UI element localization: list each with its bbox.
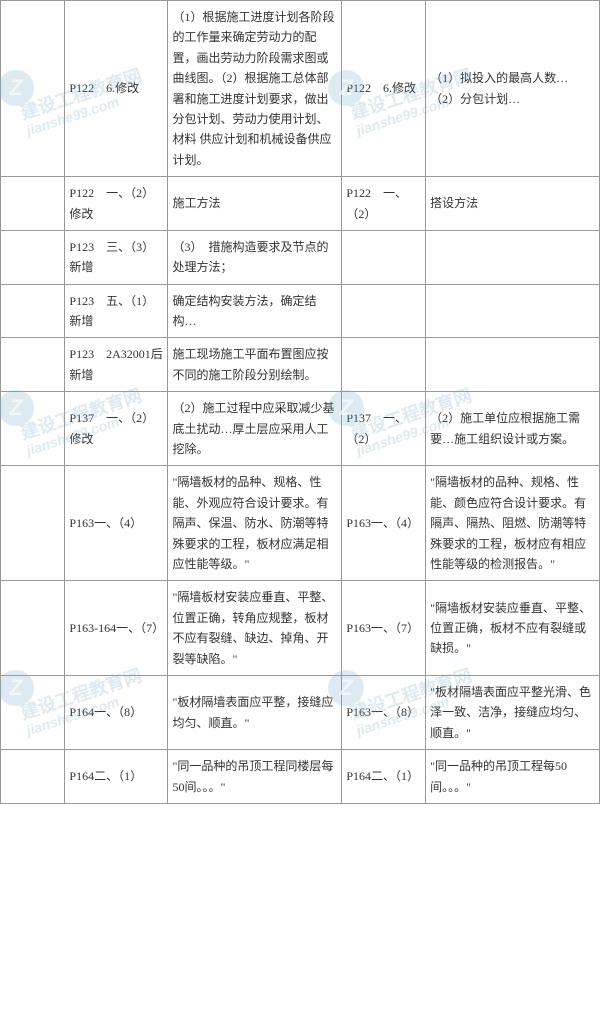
table-cell: "板材隔墙表面应平整光滑、色泽一致、洁净，接缝应均匀、顺直。" bbox=[426, 675, 600, 749]
table-cell: P122 6.修改 bbox=[342, 1, 426, 177]
table-cell: 施工现场施工平面布置图应按不同的施工阶段分别绘制。 bbox=[168, 338, 342, 392]
table-cell bbox=[426, 230, 600, 284]
table-cell: P123 2A32001后新增 bbox=[65, 338, 168, 392]
table-cell: P137 一、（2） bbox=[342, 392, 426, 466]
table-row: P123 2A32001后新增施工现场施工平面布置图应按不同的施工阶段分别绘制。 bbox=[1, 338, 600, 392]
table-row: P123 五、（1）新增确定结构安装方法，确定结构… bbox=[1, 284, 600, 338]
table-row: P163-164一、（7）"隔墙板材安装应垂直、平整、位置正确，转角应规整，板材… bbox=[1, 581, 600, 676]
table-cell bbox=[1, 392, 65, 466]
table-row: P123 三、（3）新增（3） 措施构造要求及节点的处理方法； bbox=[1, 230, 600, 284]
table-cell bbox=[1, 177, 65, 231]
table-row: P164二、（1）"同一品种的吊顶工程同楼层每50间。。。"P164二、（1）"… bbox=[1, 750, 600, 804]
table-cell: P123 三、（3）新增 bbox=[65, 230, 168, 284]
table-cell bbox=[1, 1, 65, 177]
table-cell: （1）根据施工进度计划各阶段的工作量来确定劳动力的配置，画出劳动力阶段需求图或曲… bbox=[168, 1, 342, 177]
table-cell: P163一、（8） bbox=[342, 675, 426, 749]
table-cell: "同一品种的吊顶工程每50间。。。" bbox=[426, 750, 600, 804]
table-cell bbox=[342, 284, 426, 338]
table-cell: 确定结构安装方法，确定结构… bbox=[168, 284, 342, 338]
table-cell: P122 6.修改 bbox=[65, 1, 168, 177]
table-cell: "隔墙板材的品种、规格、性能、颜色应符合设计要求。有隔声、隔热、阻燃、防潮等特殊… bbox=[426, 466, 600, 581]
table-cell bbox=[426, 338, 600, 392]
table-cell: P163一、（4） bbox=[65, 466, 168, 581]
table-cell: "隔墙板材安装应垂直、平整、位置正确，转角应规整，板材不应有裂缝、缺边、掉角、开… bbox=[168, 581, 342, 676]
table-row: P137 一、（2）修改（2）施工过程中应采取减少基底土扰动…厚土层应采用人工挖… bbox=[1, 392, 600, 466]
table-cell: 搭设方法 bbox=[426, 177, 600, 231]
table-cell bbox=[1, 581, 65, 676]
comparison-table: P122 6.修改（1）根据施工进度计划各阶段的工作量来确定劳动力的配置，画出劳… bbox=[0, 0, 600, 804]
table-row: P122 6.修改（1）根据施工进度计划各阶段的工作量来确定劳动力的配置，画出劳… bbox=[1, 1, 600, 177]
table-cell: "隔墙板材安装应垂直、平整、位置正确，板材不应有裂缝或缺损。" bbox=[426, 581, 600, 676]
table-cell: P163一、（7） bbox=[342, 581, 426, 676]
table-row: P122 一、（2）修改施工方法P122 一、（2）搭设方法 bbox=[1, 177, 600, 231]
table-cell: "同一品种的吊顶工程同楼层每50间。。。" bbox=[168, 750, 342, 804]
table-cell: "板材隔墙表面应平整，接缝应均匀、顺直。" bbox=[168, 675, 342, 749]
table-cell bbox=[342, 338, 426, 392]
table-cell bbox=[1, 284, 65, 338]
table-cell bbox=[1, 230, 65, 284]
table-cell: （3） 措施构造要求及节点的处理方法； bbox=[168, 230, 342, 284]
table-cell: 施工方法 bbox=[168, 177, 342, 231]
table-cell: P122 一、（2） bbox=[342, 177, 426, 231]
table-cell: P163一、（4） bbox=[342, 466, 426, 581]
table-cell: P123 五、（1）新增 bbox=[65, 284, 168, 338]
table-cell bbox=[1, 466, 65, 581]
table-cell bbox=[1, 750, 65, 804]
table-cell: P164二、（1） bbox=[342, 750, 426, 804]
table-cell: P163-164一、（7） bbox=[65, 581, 168, 676]
table-cell bbox=[426, 284, 600, 338]
table-cell: （2）施工单位应根据施工需要…施工组织设计或方案。 bbox=[426, 392, 600, 466]
table-cell bbox=[1, 338, 65, 392]
table-row: P164一、（8）"板材隔墙表面应平整，接缝应均匀、顺直。"P163一、（8）"… bbox=[1, 675, 600, 749]
table-cell: （2）施工过程中应采取减少基底土扰动…厚土层应采用人工挖除。 bbox=[168, 392, 342, 466]
table-row: P163一、（4）"隔墙板材的品种、规格、性能、外观应符合设计要求。有隔声、保温… bbox=[1, 466, 600, 581]
table-cell: P122 一、（2）修改 bbox=[65, 177, 168, 231]
table-cell: P164一、（8） bbox=[65, 675, 168, 749]
table-cell: P137 一、（2）修改 bbox=[65, 392, 168, 466]
table-cell: "隔墙板材的品种、规格、性能、外观应符合设计要求。有隔声、保温、防水、防潮等特殊… bbox=[168, 466, 342, 581]
table-cell bbox=[1, 675, 65, 749]
table-cell bbox=[342, 230, 426, 284]
table-cell: P164二、（1） bbox=[65, 750, 168, 804]
table-cell: （1）拟投入的最高人数… （2）分包计划… bbox=[426, 1, 600, 177]
